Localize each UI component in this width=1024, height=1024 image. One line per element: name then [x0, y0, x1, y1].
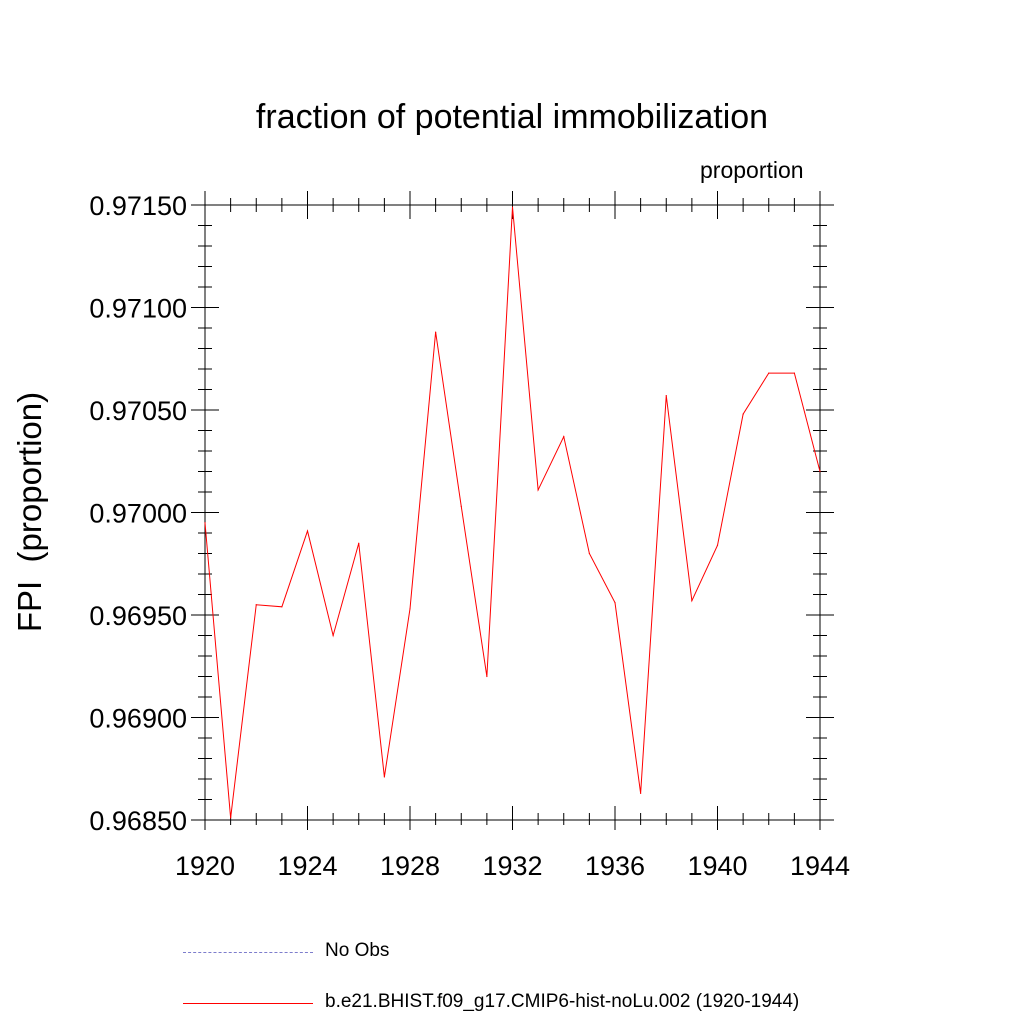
data-point: [383, 776, 385, 778]
data-point: [255, 604, 257, 606]
data-point: [204, 522, 206, 524]
legend-swatch-solid: [183, 1003, 313, 1004]
data-point: [230, 817, 232, 819]
legend-item-no-obs: No Obs: [183, 940, 883, 964]
chart-title: fraction of potential immobilization: [255, 98, 769, 136]
data-point: [486, 675, 488, 678]
data-point: [640, 792, 642, 794]
data-point: [768, 372, 770, 374]
x-tick-label: 1924: [277, 851, 337, 881]
data-point: [819, 470, 821, 473]
data-point: [409, 608, 411, 610]
legend-swatch-dashed: [183, 952, 313, 953]
series-line: [204, 207, 821, 819]
y-tick-label: 0.96850: [89, 806, 187, 836]
data-point: [716, 544, 719, 546]
data-point: [793, 372, 795, 374]
data-point: [332, 634, 334, 637]
data-point: [742, 413, 744, 415]
y-tick-label: 0.97100: [89, 294, 187, 324]
y-axis-label: FPI (proportion): [11, 391, 48, 633]
units-label: proportion: [700, 157, 804, 183]
data-point: [281, 606, 283, 608]
plot-frame: [204, 204, 821, 821]
data-point: [588, 552, 590, 555]
x-tick-label: 1940: [687, 851, 747, 881]
legend-label: b.e21.BHIST.f09_g17.CMIP6-hist-noLu.002 …: [325, 991, 800, 1012]
data-point: [563, 436, 565, 438]
data-point: [358, 542, 360, 544]
x-tick-label: 1944: [790, 851, 850, 881]
data-point: [614, 602, 616, 604]
y-tick-label: 0.97150: [89, 191, 187, 221]
y-tick-label: 0.96950: [89, 601, 187, 631]
legend-item-model-run: b.e21.BHIST.f09_g17.CMIP6-hist-noLu.002 …: [183, 991, 883, 1015]
y-tick-label: 0.96900: [89, 704, 187, 734]
data-point: [691, 600, 693, 602]
legend-label: No Obs: [325, 940, 390, 961]
x-tick-label: 1928: [380, 851, 440, 881]
data-point: [665, 395, 667, 397]
data-point: [435, 331, 437, 333]
y-tick-label: 0.97000: [89, 499, 187, 529]
y-tick-label: 0.97050: [89, 396, 187, 426]
x-tick-label: 1936: [585, 851, 645, 881]
x-tick-label: 1920: [175, 851, 235, 881]
x-tick-label: 1932: [482, 851, 542, 881]
data-point: [511, 206, 514, 208]
data-point: [306, 530, 309, 532]
data-point: [537, 489, 539, 491]
data-point: [460, 505, 462, 507]
